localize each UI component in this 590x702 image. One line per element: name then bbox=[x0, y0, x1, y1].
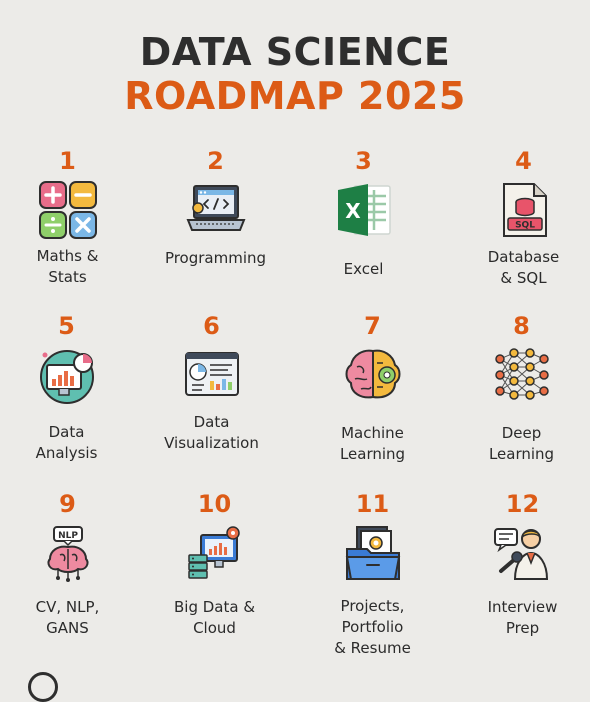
step-number: 5 bbox=[58, 312, 75, 340]
step-8: 8 Deep Learning bbox=[448, 311, 590, 481]
step-label: Programming bbox=[164, 249, 267, 267]
step-9: 9 NLP CV, NLP, GANS bbox=[0, 489, 141, 659]
step-label: Data Visualization bbox=[164, 413, 259, 452]
step-label: Data Analysis bbox=[35, 423, 98, 462]
step-number: 7 bbox=[364, 312, 381, 340]
analysis-monitor-icon bbox=[37, 345, 97, 405]
step-label: Interview Prep bbox=[487, 598, 558, 637]
portfolio-folder-icon bbox=[343, 523, 403, 583]
sql-file-icon: SQL bbox=[494, 180, 554, 240]
step-label: Excel bbox=[343, 260, 384, 278]
svg-text:SQL: SQL bbox=[515, 221, 535, 231]
step-number: 2 bbox=[207, 147, 224, 175]
svg-text:NLP: NLP bbox=[58, 531, 78, 541]
step-6: 6 Data Visualization bbox=[138, 311, 285, 481]
brain-gear-icon bbox=[343, 345, 403, 405]
step-1: 1 Maths & Stats bbox=[0, 146, 141, 316]
step-number: 10 bbox=[197, 490, 232, 518]
step-label: Big Data & Cloud bbox=[173, 598, 256, 637]
step-label: Database & SQL bbox=[487, 248, 560, 287]
step-label: Deep Learning bbox=[488, 424, 555, 463]
step-7: 7 Machine Learning bbox=[299, 311, 446, 481]
title-line-1: DATA SCIENCE bbox=[139, 30, 451, 74]
step-label: Projects, Portfolio & Resume bbox=[334, 597, 411, 657]
laptop-code-icon bbox=[186, 180, 246, 240]
step-number: 6 bbox=[203, 312, 220, 340]
step-number: 4 bbox=[515, 147, 532, 175]
excel-icon: X bbox=[334, 180, 394, 240]
step-number: 1 bbox=[59, 147, 76, 175]
step-12: 12 Interview Prep bbox=[449, 489, 590, 659]
step-2: 2 Programming bbox=[142, 146, 289, 316]
step-11: 11 Projects, Portfolio & Resume bbox=[299, 489, 446, 659]
partial-circle-icon bbox=[28, 672, 58, 702]
dashboard-icon bbox=[182, 345, 242, 405]
step-label: Maths & Stats bbox=[36, 247, 99, 286]
math-operations-icon bbox=[38, 180, 98, 240]
svg-text:X: X bbox=[345, 199, 361, 223]
server-monitor-icon bbox=[185, 523, 245, 583]
step-label: CV, NLP, GANS bbox=[35, 598, 100, 637]
nlp-brain-icon: NLP bbox=[38, 523, 98, 583]
step-number: 12 bbox=[505, 490, 540, 518]
step-3: 3 X Excel bbox=[290, 146, 437, 316]
step-10: 10 Big Data & Cloud bbox=[141, 489, 288, 659]
title-line-2: ROADMAP 2025 bbox=[124, 74, 466, 118]
neural-network-icon bbox=[492, 345, 552, 405]
step-label: Machine Learning bbox=[339, 424, 406, 463]
step-number: 8 bbox=[513, 312, 530, 340]
step-number: 9 bbox=[59, 490, 76, 518]
step-number: 11 bbox=[355, 490, 390, 518]
interview-person-icon bbox=[493, 523, 553, 583]
step-5: 5 Data Analysis bbox=[0, 311, 140, 481]
step-4: 4 SQL Database & SQL bbox=[450, 146, 590, 316]
step-number: 3 bbox=[355, 147, 372, 175]
